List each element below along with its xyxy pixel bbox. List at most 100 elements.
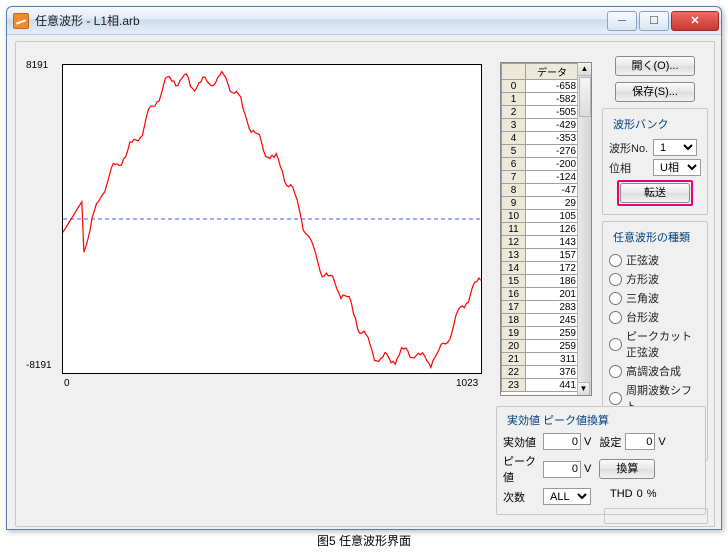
table-idx: 16 [502,288,526,301]
table-scrollbar[interactable]: ▲ ▼ [577,63,591,395]
thd-label: THD [610,488,633,500]
window-title: 任意波形 - L1相.arb [35,12,140,29]
wavetype-label-3: 台形波 [626,309,659,325]
thd-value: 0 [637,488,643,500]
waveform-line [63,72,481,368]
y-max-label: 8191 [26,60,48,71]
main-frame: 8191 -8191 0 1023 データ 0-6581-5822-5053-4… [15,41,715,527]
table-value[interactable]: 201 [526,288,579,301]
y-min-label: -8191 [26,360,52,371]
bottom-frame [604,508,708,524]
table-idx: 20 [502,340,526,353]
content-area: 8191 -8191 0 1023 データ 0-6581-5822-5053-4… [7,35,721,529]
wavetype-radio-5[interactable] [609,365,622,378]
table-idx: 11 [502,223,526,236]
table-value[interactable]: 126 [526,223,579,236]
scroll-up-arrow[interactable]: ▲ [577,62,592,76]
minimize-button[interactable]: ─ [607,11,637,31]
data-table: データ 0-6581-5822-5053-4294-3535-2766-2007… [501,63,579,392]
table-idx: 1 [502,93,526,106]
table-idx: 12 [502,236,526,249]
table-value[interactable]: 186 [526,275,579,288]
wavetype-radio-1[interactable] [609,273,622,286]
figure-caption: 图5 任意波形界面 [0,532,728,549]
table-idx: 0 [502,80,526,93]
phase-select[interactable]: U相 [653,159,701,176]
rms-group: 実効値 ピーク値換算 実効値 V 設定 V ピーク値 V 換算 次数 [496,406,706,515]
wavetype-radio-2[interactable] [609,292,622,305]
table-idx: 2 [502,106,526,119]
table-value[interactable]: -276 [526,145,579,158]
table-idx: 6 [502,158,526,171]
table-value[interactable]: -505 [526,106,579,119]
order-select[interactable]: ALL [543,488,591,505]
chart-svg [63,65,481,373]
data-table-container: データ 0-6581-5822-5053-4294-3535-2766-2007… [500,62,592,396]
window-controls: ─ ☐ ✕ [605,11,719,31]
calc-button[interactable]: 換算 [599,459,655,479]
table-value[interactable]: 143 [526,236,579,249]
table-idx: 8 [502,184,526,197]
set-unit: V [658,436,665,448]
table-idx: 23 [502,379,526,392]
wavetype-radio-0[interactable] [609,254,622,267]
table-idx: 13 [502,249,526,262]
wavetype-radio-3[interactable] [609,311,622,324]
peak-input[interactable] [543,461,581,478]
open-button[interactable]: 開く(O)... [615,56,695,76]
table-value[interactable]: -582 [526,93,579,106]
rms-label: 実効値 [503,434,543,450]
table-value[interactable]: -429 [526,119,579,132]
table-value[interactable]: -353 [526,132,579,145]
table-idx: 4 [502,132,526,145]
x-min-label: 0 [64,378,70,389]
waveform-bank-title: 波形バンク [611,116,671,132]
wavetype-label-1: 方形波 [626,271,659,287]
table-value[interactable]: 259 [526,327,579,340]
wavetype-label-0: 正弦波 [626,252,659,268]
table-value[interactable]: 105 [526,210,579,223]
table-value[interactable]: 441 [526,379,579,392]
wavetype-radio-6[interactable] [609,392,622,405]
table-idx: 18 [502,314,526,327]
wavetype-label-4: ピークカット正弦波 [626,328,701,360]
set-input[interactable] [625,433,655,450]
scroll-down-arrow[interactable]: ▼ [577,382,590,396]
thd-row: THD 0 % [610,488,657,500]
close-button[interactable]: ✕ [671,11,719,31]
x-max-label: 1023 [456,378,478,389]
table-value[interactable]: -658 [526,80,579,93]
waveform-bank-group: 波形バンク 波形No. 1 位相 U相 転送 [602,108,708,215]
table-value[interactable]: 172 [526,262,579,275]
table-idx: 3 [502,119,526,132]
table-idx: 7 [502,171,526,184]
table-value[interactable]: 157 [526,249,579,262]
table-value[interactable]: 259 [526,340,579,353]
table-value[interactable]: 311 [526,353,579,366]
wavetype-radio-4[interactable] [609,338,622,351]
table-value[interactable]: 245 [526,314,579,327]
table-value[interactable]: 29 [526,197,579,210]
save-button[interactable]: 保存(S)... [615,82,695,102]
table-value[interactable]: -47 [526,184,579,197]
table-idx: 10 [502,210,526,223]
waveno-select[interactable]: 1 [653,139,697,156]
rms-title: 実効値 ピーク値換算 [505,412,611,428]
table-value[interactable]: -124 [526,171,579,184]
transfer-button[interactable]: 転送 [620,183,690,203]
table-idx: 22 [502,366,526,379]
table-value[interactable]: 376 [526,366,579,379]
table-value[interactable]: 283 [526,301,579,314]
right-panel: 開く(O)... 保存(S)... 波形バンク 波形No. 1 位相 U相 転送 [602,56,708,461]
waveno-label: 波形No. [609,140,653,156]
rms-unit: V [584,436,591,448]
thd-unit: % [647,488,657,500]
table-idx: 14 [502,262,526,275]
maximize-button[interactable]: ☐ [639,11,669,31]
wavetype-label-2: 三角波 [626,290,659,306]
table-idx: 15 [502,275,526,288]
scroll-thumb[interactable] [579,77,591,117]
table-idx: 19 [502,327,526,340]
rms-input[interactable] [543,433,581,450]
table-value[interactable]: -200 [526,158,579,171]
